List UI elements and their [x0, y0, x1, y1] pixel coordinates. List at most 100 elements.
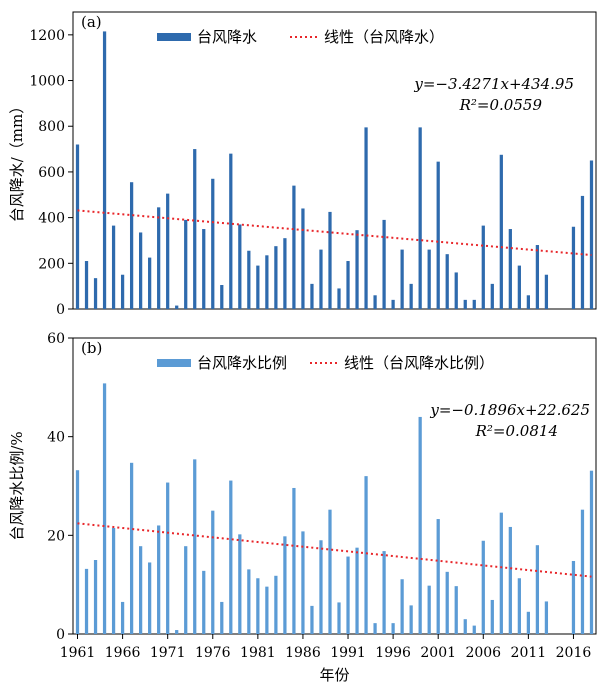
bar	[120, 601, 125, 634]
plot-frame	[72, 11, 597, 310]
bar	[75, 144, 80, 309]
bar	[445, 571, 449, 634]
x-tick-label: 2011	[511, 645, 547, 661]
bar	[589, 470, 594, 634]
x-tick-label: 1961	[60, 645, 96, 661]
x-tick-label: 1966	[105, 645, 141, 661]
bar	[481, 540, 485, 634]
x-tick-label: 1996	[375, 645, 411, 661]
y-tick-label: 20	[47, 528, 65, 544]
legend: 台风降水比例 线性（台风降水比例）	[157, 354, 494, 372]
trend-line	[77, 209, 592, 257]
bar	[247, 569, 251, 634]
y-axis-title: 台风降水/（mm）	[8, 99, 26, 223]
bar	[526, 611, 530, 634]
x-tick-label: 1981	[240, 645, 276, 661]
bar	[202, 229, 206, 309]
bar	[337, 288, 341, 309]
bar	[400, 579, 404, 634]
bar	[355, 230, 359, 309]
bar	[283, 238, 287, 309]
bar	[535, 245, 540, 309]
bar	[373, 623, 377, 634]
bar	[157, 207, 161, 309]
bar	[247, 250, 251, 309]
bar	[517, 578, 521, 634]
legend-trend-label: 线性（台风降水比例）	[344, 354, 494, 372]
bar	[463, 619, 467, 634]
bar	[184, 219, 188, 309]
panel-label: (b)	[81, 339, 102, 357]
trend-line	[77, 522, 592, 578]
legend-trend-label: 线性（台风降水）	[324, 28, 444, 46]
x-tick-label: 1976	[195, 645, 231, 661]
bar	[93, 278, 98, 309]
bar	[139, 546, 143, 634]
bar	[211, 510, 215, 634]
bar	[292, 185, 296, 309]
bar	[463, 299, 467, 309]
bar	[310, 605, 314, 634]
bar	[436, 519, 440, 634]
bar	[373, 295, 377, 309]
bar	[193, 459, 197, 634]
bar	[139, 232, 143, 309]
bar	[93, 560, 98, 634]
legend-series-label: 台风降水	[197, 28, 257, 46]
bar	[346, 556, 350, 634]
bar	[310, 283, 314, 309]
bar	[382, 551, 386, 634]
x-tick-label: 1986	[285, 645, 321, 661]
bar	[445, 254, 449, 309]
bar	[517, 265, 521, 309]
bar	[229, 480, 233, 634]
legend-bar-swatch	[157, 359, 191, 367]
bar	[427, 249, 431, 309]
bar	[265, 586, 269, 634]
y-tick-label: 1000	[29, 74, 65, 90]
r-squared: R²=0.0559	[459, 96, 543, 114]
bar	[391, 299, 395, 309]
bar	[499, 154, 503, 309]
bar	[184, 546, 188, 634]
panel-a: 0 200 400 600 800 1000 1200 (a) 台风降水 线性（台风降水） y=−3…	[8, 11, 597, 318]
bar	[175, 305, 179, 309]
bar	[75, 470, 80, 634]
bar	[490, 599, 494, 634]
bar	[148, 257, 152, 309]
bar	[409, 283, 413, 309]
x-tick-label: 1991	[330, 645, 366, 661]
bar	[346, 261, 350, 309]
bar	[283, 536, 287, 634]
bar	[120, 274, 125, 309]
bar	[157, 525, 161, 634]
bar	[580, 509, 585, 634]
bar	[571, 226, 576, 309]
bar	[481, 225, 485, 309]
y-tick-label: 400	[38, 211, 65, 227]
bar	[571, 560, 576, 634]
bar	[238, 534, 242, 634]
bar	[256, 265, 260, 309]
x-tick-label: 1971	[150, 645, 186, 661]
bar	[472, 299, 476, 309]
y-tick-label: 0	[56, 627, 65, 643]
bar	[292, 487, 296, 634]
bar	[508, 526, 512, 634]
bar	[472, 625, 476, 634]
bar	[418, 416, 422, 634]
bar	[111, 527, 116, 634]
bar	[328, 211, 332, 309]
bar	[409, 605, 413, 634]
bar	[364, 127, 368, 309]
bar	[175, 630, 179, 634]
bar	[301, 208, 305, 309]
bar	[220, 601, 224, 634]
bar	[499, 512, 503, 634]
trend-equation: y=−3.4271x+434.95	[413, 75, 574, 93]
bar	[355, 547, 359, 634]
bar	[111, 225, 116, 309]
x-tick-label: 2006	[465, 645, 501, 661]
bar	[229, 153, 233, 309]
